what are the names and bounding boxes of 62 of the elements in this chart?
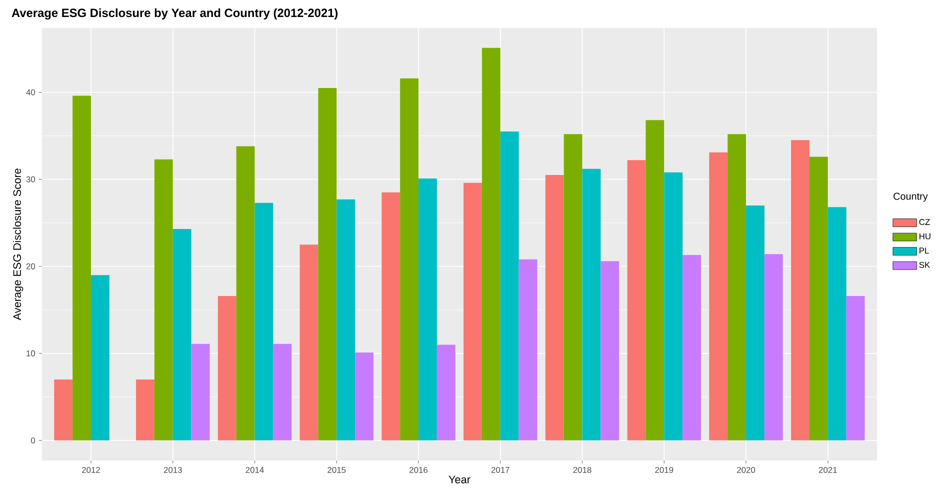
bar — [746, 205, 764, 440]
bar — [518, 259, 538, 440]
bar — [482, 48, 500, 440]
legend-label: PL — [920, 247, 929, 254]
bar — [464, 182, 482, 440]
bar — [846, 296, 865, 440]
x-tick-label: 2015 — [328, 466, 346, 473]
bar — [545, 174, 564, 440]
bar — [582, 168, 601, 440]
bar — [709, 152, 728, 440]
bar — [154, 159, 173, 440]
bar — [436, 344, 456, 440]
bar — [191, 344, 210, 440]
bar — [254, 202, 274, 440]
bar — [791, 140, 810, 440]
bar — [172, 228, 192, 440]
bar — [273, 344, 292, 440]
bar — [136, 379, 154, 440]
y-axis-title: Average ESG Disclosure Score — [12, 168, 24, 320]
bar — [828, 207, 846, 440]
bar — [72, 96, 91, 440]
bar — [627, 160, 646, 440]
legend-title: Country — [894, 192, 928, 202]
legend-label: SK — [919, 262, 930, 268]
y-tick-label: 0 — [30, 437, 36, 444]
chart-title: Average ESG Disclosure by Year and Country (2012-2021) — [12, 8, 338, 20]
bar — [382, 192, 400, 440]
legend-label: HU — [920, 233, 930, 240]
bar — [809, 156, 828, 440]
bar — [418, 178, 437, 440]
bar — [564, 134, 582, 440]
x-tick-label: 2017 — [491, 466, 510, 473]
y-tick-label: 40 — [26, 89, 36, 96]
legend-label: CZ — [919, 218, 930, 225]
bar — [400, 78, 419, 440]
bar — [90, 274, 110, 440]
bar — [318, 88, 337, 440]
x-tick-label: 2018 — [573, 466, 592, 473]
x-tick-label: 2012 — [82, 466, 100, 473]
bar — [54, 379, 73, 440]
y-tick-label: 10 — [26, 350, 36, 356]
x-tick-label: 2019 — [655, 466, 674, 473]
x-axis-title: Year — [448, 476, 470, 484]
bar — [664, 172, 683, 440]
bar — [500, 131, 519, 440]
bar — [355, 352, 374, 440]
x-tick-label: 2014 — [246, 466, 264, 473]
bar — [682, 254, 701, 440]
bar — [728, 134, 746, 440]
bar — [600, 260, 620, 440]
x-tick-label: 2016 — [410, 466, 428, 473]
x-tick-label: 2021 — [818, 466, 837, 473]
bar — [218, 296, 236, 440]
y-tick-label: 30 — [26, 176, 36, 182]
bar — [300, 244, 318, 440]
bar — [646, 120, 664, 440]
bar — [236, 146, 255, 440]
bar — [764, 254, 783, 440]
bar — [336, 199, 356, 440]
x-tick-label: 2013 — [164, 466, 182, 473]
y-tick-label: 20 — [26, 263, 36, 270]
x-tick-label: 2020 — [737, 466, 756, 473]
